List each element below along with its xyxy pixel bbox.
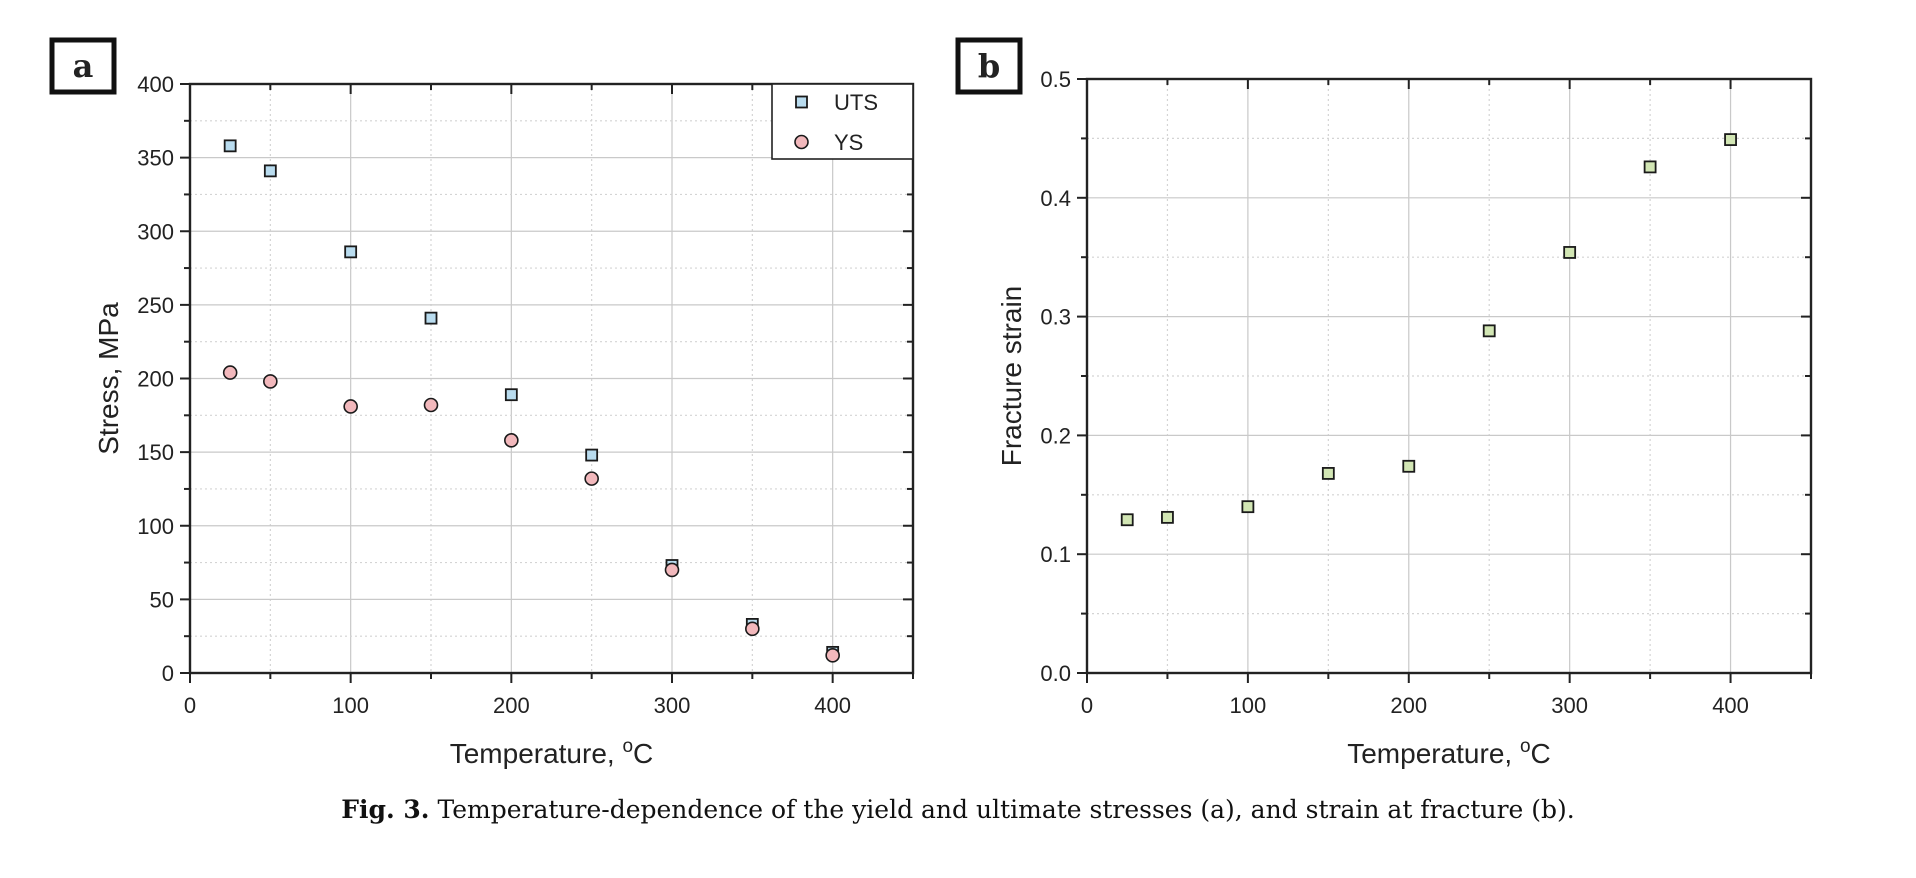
data-point-strain bbox=[1402, 459, 1416, 473]
y-tick-label: 200 bbox=[137, 367, 174, 392]
data-point-ys bbox=[423, 397, 439, 413]
data-point-ys bbox=[263, 374, 278, 389]
x-tick-label: 400 bbox=[1712, 693, 1749, 718]
y-tick-label: 0.3 bbox=[1040, 305, 1071, 330]
data-point-ys bbox=[343, 399, 358, 414]
caption-text: Temperature-dependence of the yield and … bbox=[429, 795, 1575, 824]
chart-panel-a: 0 100 200 300 400 0 50 100 150 200 250 300 350 400 UTS… bbox=[49, 37, 915, 718]
x-axis-label: Temperature, oC bbox=[450, 736, 654, 769]
figure-caption: Fig. 3. Temperature-dependence of the yi… bbox=[0, 795, 1916, 824]
y-tick-label: 300 bbox=[137, 219, 174, 244]
data-point-ys bbox=[745, 621, 760, 637]
data-point-ys bbox=[825, 648, 840, 663]
data-point-strain bbox=[1482, 324, 1496, 338]
y-tick-label: 50 bbox=[150, 587, 174, 612]
data-point-strain bbox=[1724, 133, 1737, 146]
y-axis-label: Fracture strain bbox=[996, 286, 1027, 467]
x-tick-label: 0 bbox=[184, 693, 196, 718]
y-tick-label: 400 bbox=[137, 72, 174, 97]
data-point-ys bbox=[504, 433, 519, 448]
data-point-uts bbox=[344, 245, 358, 259]
legend-marker-uts bbox=[795, 95, 808, 109]
y-axis-label: Stress, MPa bbox=[93, 302, 124, 455]
data-point-uts bbox=[223, 139, 237, 153]
y-tick-label: 0.4 bbox=[1040, 186, 1071, 211]
data-point-uts bbox=[424, 311, 438, 325]
y-tick-label: 0.0 bbox=[1040, 661, 1071, 686]
y-tick-label: 100 bbox=[137, 514, 174, 539]
y-tick-label: 0.1 bbox=[1040, 542, 1071, 567]
panel-label-box bbox=[955, 37, 1023, 95]
y-tick-label: 150 bbox=[137, 440, 174, 465]
y-tick-label: 0.5 bbox=[1040, 67, 1071, 92]
data-point-strain bbox=[1643, 160, 1657, 174]
x-axis-label: Temperature, oC bbox=[1347, 736, 1551, 769]
data-point-uts bbox=[585, 448, 599, 462]
legend-label-uts: UTS bbox=[834, 90, 878, 115]
y-tick-label: 0 bbox=[162, 661, 174, 686]
data-point-ys bbox=[664, 562, 680, 578]
data-point-uts bbox=[263, 164, 277, 178]
y-tick-label: 0.2 bbox=[1040, 423, 1071, 448]
data-point-strain bbox=[1241, 500, 1255, 514]
x-tick-label: 100 bbox=[332, 693, 369, 718]
data-point-strain bbox=[1321, 467, 1335, 480]
data-point-uts bbox=[504, 388, 518, 402]
x-tick-label: 200 bbox=[493, 693, 530, 718]
panel-label: b bbox=[978, 47, 1000, 85]
x-tick-label: 100 bbox=[1230, 693, 1267, 718]
chart-panel-b: 0 100 200 300 400 0.0 0.1 0.2 0.3 0.4 0.5 b bbox=[955, 37, 1813, 718]
x-tick-label: 300 bbox=[1551, 693, 1588, 718]
y-tick-label: 250 bbox=[137, 293, 174, 318]
y-tick-label: 350 bbox=[137, 146, 174, 171]
legend-label-ys: YS bbox=[834, 130, 863, 155]
data-point-strain bbox=[1563, 246, 1577, 259]
legend: UTS YS bbox=[771, 83, 914, 160]
x-tick-label: 200 bbox=[1390, 693, 1427, 718]
data-point-strain bbox=[1120, 513, 1134, 527]
legend-marker-ys bbox=[794, 134, 809, 150]
x-tick-label: 400 bbox=[814, 693, 851, 718]
x-tick-label: 0 bbox=[1081, 693, 1093, 718]
panel-label: a bbox=[73, 47, 94, 85]
caption-label: Fig. 3. bbox=[341, 795, 430, 824]
data-point-strain bbox=[1161, 510, 1174, 524]
panel-label-box bbox=[49, 37, 117, 95]
data-point-ys bbox=[222, 365, 238, 380]
x-tick-label: 300 bbox=[654, 693, 691, 718]
data-point-ys bbox=[584, 471, 599, 486]
